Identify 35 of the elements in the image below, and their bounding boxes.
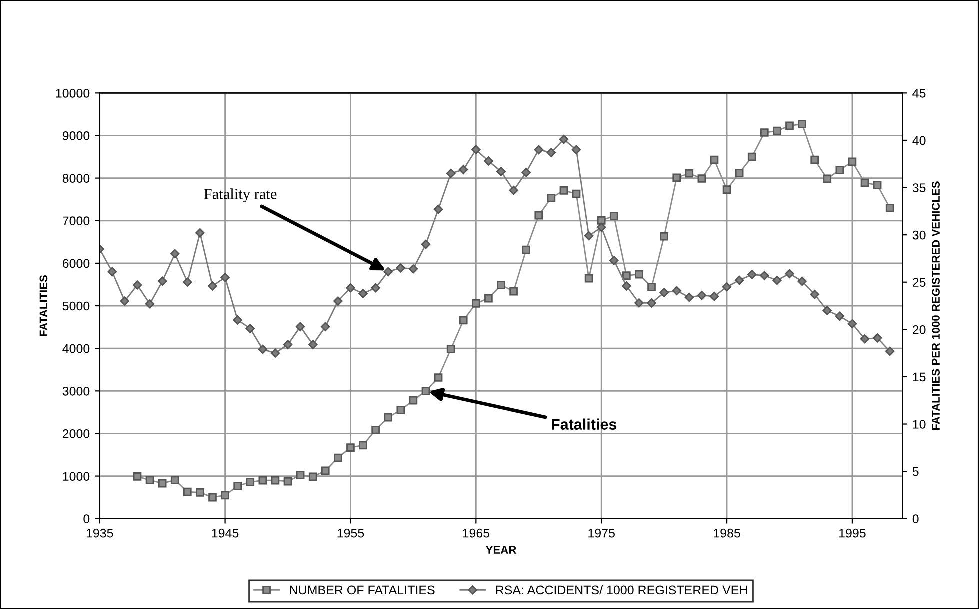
legend-label: NUMBER OF FATALITIES [290,586,435,595]
x-tick-label: 1965 [463,528,490,538]
y2-tick-label: 20 [912,325,926,334]
y2-tick-label: 45 [912,89,926,98]
y-tick-label: 7000 [62,216,90,226]
x-tick-label: 1955 [338,528,364,538]
legend-label: RSA: ACCIDENTS/ 1000 REGISTERED VEH [496,585,748,595]
annotation: Fatalities [552,418,617,430]
y-tick-label: 5000 [62,302,90,311]
y-tick-label: 4000 [62,344,90,354]
y2-tick-label: 30 [912,230,926,240]
x-tick-label: 1995 [840,528,866,538]
y2-tick-label: 5 [912,468,919,476]
y2-tick-label: 25 [912,278,926,288]
y-tick-label: 2000 [62,430,90,438]
x-axis-title: YEAR [486,546,516,554]
y-tick-label: 9000 [62,132,90,140]
x-tick-label: 1985 [714,528,740,538]
y-tick-label: 3000 [62,386,90,396]
y-tick-label: 8000 [62,174,90,183]
y2-tick-label: 15 [913,372,926,382]
y2-axis-title: FATALITIES PER 1000 REGISTERED VEHICLES [932,182,940,430]
y-tick-label: 6000 [62,259,90,268]
y-tick-label: 0 [84,514,90,524]
x-tick-label: 1935 [86,528,114,538]
x-tick-label: 1945 [212,528,239,538]
y2-tick-label: 0 [912,514,919,524]
x-tick-label: 1975 [588,528,615,538]
y-tick-label: 1000 [63,472,90,481]
y2-tick-label: 10 [913,420,926,429]
y-tick-label: 10000 [56,88,90,98]
y2-tick-label: 35 [912,184,926,192]
y-axis-title: FATALITIES [40,275,48,336]
annotation: Fatality rate [204,188,277,203]
y2-tick-label: 40 [912,136,926,146]
